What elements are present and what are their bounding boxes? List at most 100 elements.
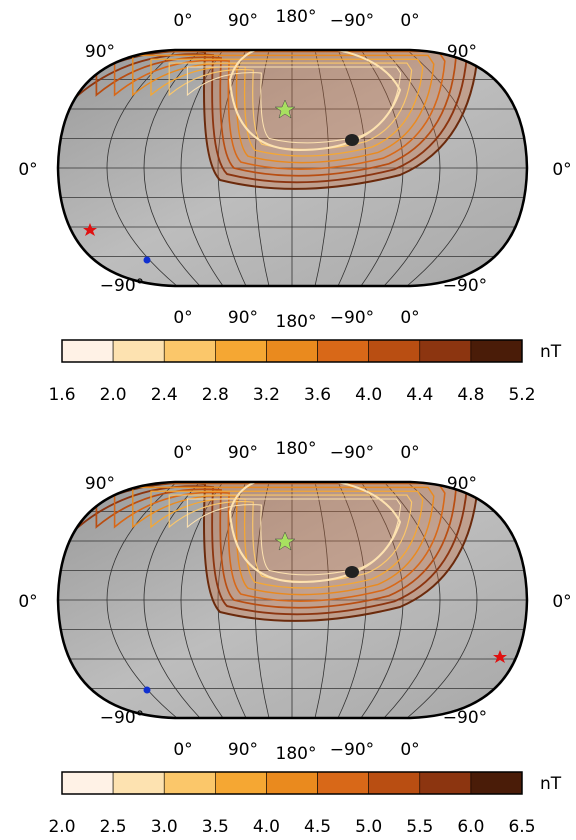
contour — [95, 50, 457, 177]
top-label: 0° — [400, 443, 419, 463]
crater — [345, 134, 359, 146]
left-label: 0° — [18, 592, 37, 612]
bottom-label: 180° — [276, 744, 317, 764]
right-label: 90° — [447, 42, 477, 62]
colorbar-segment — [112, 771, 165, 795]
colorbar-tick-label: 5.0 — [355, 817, 382, 837]
colorbar-unit: nT — [540, 342, 562, 362]
colorbar-tick-label: 4.0 — [355, 385, 382, 405]
right-label: 0° — [552, 592, 571, 612]
colorbar-segment — [215, 339, 267, 363]
colorbar-tick-label: 6.5 — [508, 817, 535, 837]
colorbar-tick-label: 5.5 — [406, 817, 433, 837]
colorbar-segment — [163, 339, 216, 363]
meridian — [337, 482, 367, 718]
contour — [113, 50, 446, 170]
map-panel: 0° 90° 180° −90° 0° 0° 90° 180° −90° 0° 90° 0° −90° 9… — [18, 7, 571, 405]
meridian — [406, 50, 478, 286]
bottom-label: 90° — [228, 308, 258, 328]
top-label: 90° — [228, 443, 258, 463]
colorbar-segment — [61, 339, 114, 363]
bottom-label: 180° — [276, 312, 317, 332]
meridian — [217, 50, 247, 286]
meridian — [360, 482, 404, 718]
colorbar-frame — [61, 771, 523, 795]
colorbar-tick-label: 4.5 — [304, 817, 331, 837]
colorbar-tick-label: 4.8 — [457, 385, 484, 405]
left-label: 90° — [85, 42, 115, 62]
left-label: −90° — [100, 708, 144, 728]
colorbar-segment — [317, 339, 369, 363]
colorbar-tick-label: 2.5 — [100, 817, 127, 837]
meridian — [143, 50, 201, 286]
colorbar-segment — [266, 339, 318, 363]
contour — [95, 482, 457, 609]
colorbar-segment — [112, 339, 165, 363]
right-label: −90° — [443, 276, 487, 296]
red-star — [83, 223, 97, 236]
contour — [132, 486, 435, 596]
colorbar-segment — [215, 771, 267, 795]
contour — [59, 482, 480, 622]
bottom-label: 90° — [228, 740, 258, 760]
colorbar-unit: nT — [540, 774, 562, 794]
meridian — [360, 50, 404, 286]
meridian — [217, 482, 247, 718]
colorbar-segment — [470, 771, 523, 795]
meridian — [383, 482, 441, 718]
meridian — [383, 50, 441, 286]
red-star — [493, 650, 507, 663]
top-label: 180° — [276, 439, 317, 459]
bottom-label: −90° — [330, 308, 374, 328]
meridian — [337, 50, 367, 286]
bottom-label: −90° — [330, 740, 374, 760]
meridian — [106, 50, 178, 286]
colorbar-segment — [317, 771, 369, 795]
top-label: 0° — [173, 11, 192, 31]
colorbar-frame — [61, 339, 523, 363]
colorbar-segment — [470, 339, 523, 363]
contour — [113, 482, 446, 602]
colorbar-segment — [419, 339, 472, 363]
bottom-label: 0° — [400, 740, 419, 760]
map-border — [56, 48, 529, 288]
colorbar-tick-label: 3.2 — [253, 385, 280, 405]
meridian — [254, 482, 270, 718]
top-label: 90° — [228, 11, 258, 31]
green-star — [274, 531, 296, 551]
colorbar-segment — [368, 771, 421, 795]
inner-contour — [228, 482, 402, 584]
contour — [132, 54, 435, 164]
top-label: −90° — [330, 11, 374, 31]
colorbar-tick-label: 2.0 — [100, 385, 127, 405]
crater — [345, 566, 359, 578]
map-panel: 0° 90° 180° −90° 0° 0° 90° 180° −90° 0° 90° 0° −90° 9… — [18, 439, 571, 837]
map-border — [56, 480, 529, 720]
colorbar-tick-label: 4.4 — [406, 385, 433, 405]
colorbar-tick-label: 2.8 — [202, 385, 229, 405]
colorbar-segment — [266, 771, 318, 795]
colorbar-segment — [163, 771, 216, 795]
meridian — [406, 482, 478, 718]
left-label: 0° — [18, 160, 37, 180]
top-label: 0° — [400, 11, 419, 31]
top-label: 180° — [276, 7, 317, 27]
meridian — [254, 50, 270, 286]
colorbar-segment — [61, 771, 114, 795]
meridian — [143, 482, 201, 718]
right-label: −90° — [443, 708, 487, 728]
bottom-label: 0° — [400, 308, 419, 328]
top-label: 0° — [173, 443, 192, 463]
left-label: 90° — [85, 474, 115, 494]
green-star — [274, 99, 296, 119]
right-label: 0° — [552, 160, 571, 180]
left-label: −90° — [100, 276, 144, 296]
map-content — [58, 50, 527, 286]
colorbar-tick-label: 1.6 — [48, 385, 75, 405]
blue-dot — [143, 256, 151, 264]
colorbar-tick-label: 6.0 — [457, 817, 484, 837]
colorbar-tick-label: 2.0 — [48, 817, 75, 837]
contour — [59, 50, 480, 190]
bottom-label: 0° — [173, 740, 192, 760]
